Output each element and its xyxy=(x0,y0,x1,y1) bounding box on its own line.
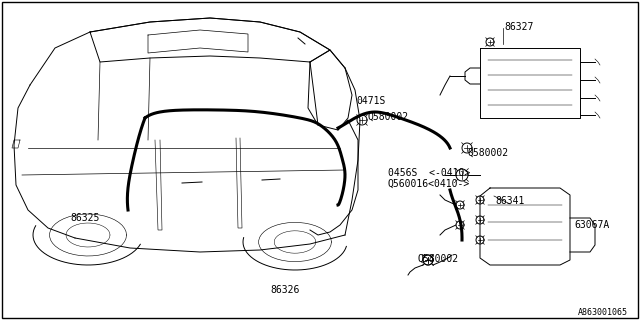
Text: Q560016<0410->: Q560016<0410-> xyxy=(388,179,470,189)
Text: Q580002: Q580002 xyxy=(368,112,409,122)
Text: 63067A: 63067A xyxy=(574,220,609,230)
Text: 86327: 86327 xyxy=(504,22,533,32)
Text: 0471S: 0471S xyxy=(356,96,385,106)
Text: Q580002: Q580002 xyxy=(418,254,459,264)
Text: 0456S  <-0410>: 0456S <-0410> xyxy=(388,168,470,178)
Text: 86341: 86341 xyxy=(495,196,524,206)
Text: A863001065: A863001065 xyxy=(578,308,628,317)
Text: 86325: 86325 xyxy=(70,213,99,223)
Text: 86326: 86326 xyxy=(270,285,300,295)
Text: Q580002: Q580002 xyxy=(468,148,509,158)
